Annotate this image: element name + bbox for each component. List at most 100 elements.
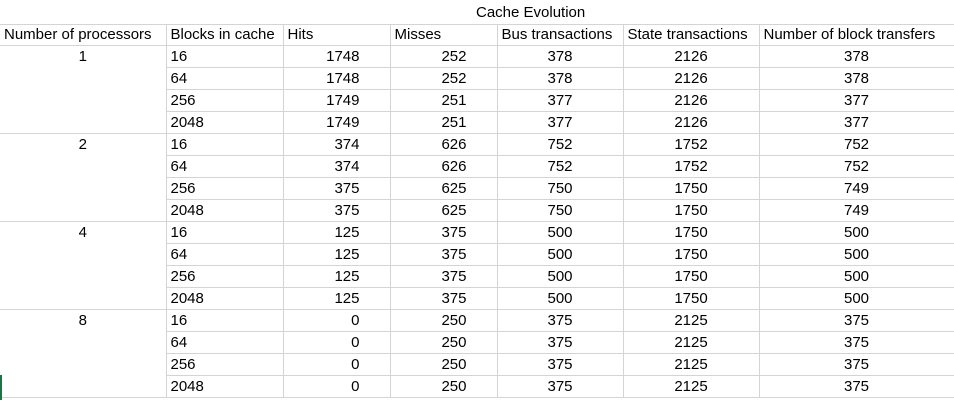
cell-bus-transactions[interactable]: 500 [497, 287, 624, 310]
cell-state-transactions[interactable]: 1750 [623, 265, 760, 288]
cell-bus-transactions[interactable]: 752 [497, 133, 624, 156]
cell-block-transfers[interactable]: 375 [759, 309, 954, 332]
cell-hits[interactable]: 374 [283, 133, 391, 156]
cell-hits[interactable]: 1749 [283, 89, 391, 112]
cell-blocks[interactable]: 64 [166, 155, 284, 178]
cell-misses[interactable]: 252 [390, 67, 498, 90]
cell-bus-transactions[interactable]: 752 [497, 155, 624, 178]
cell-state-transactions[interactable]: 1752 [623, 155, 760, 178]
cell-hits[interactable]: 0 [283, 353, 391, 376]
cell-blocks[interactable]: 256 [166, 265, 284, 288]
header-bus[interactable]: Bus transactions [497, 24, 624, 46]
cell-blocks[interactable]: 2048 [166, 111, 284, 134]
cell-block-transfers[interactable]: 378 [759, 67, 954, 90]
cell-blocks[interactable]: 256 [166, 177, 284, 200]
cell-processors[interactable]: 2 [0, 133, 167, 222]
cell-block-transfers[interactable]: 749 [759, 199, 954, 222]
cell-misses[interactable]: 251 [390, 111, 498, 134]
cell-hits[interactable]: 125 [283, 243, 391, 266]
cell-hits[interactable]: 125 [283, 265, 391, 288]
cell-state-transactions[interactable]: 1750 [623, 221, 760, 244]
cell-bus-transactions[interactable]: 377 [497, 111, 624, 134]
cell-state-transactions[interactable]: 2125 [623, 309, 760, 332]
cell-state-transactions[interactable]: 1750 [623, 199, 760, 222]
cell-misses[interactable]: 375 [390, 243, 498, 266]
cell-bus-transactions[interactable]: 375 [497, 353, 624, 376]
cell-hits[interactable]: 125 [283, 287, 391, 310]
cell-blocks[interactable]: 256 [166, 353, 284, 376]
cell-bus-transactions[interactable]: 377 [497, 89, 624, 112]
cell-bus-transactions[interactable]: 375 [497, 375, 624, 398]
cell-state-transactions[interactable]: 2126 [623, 89, 760, 112]
cell-misses[interactable]: 625 [390, 177, 498, 200]
cell-block-transfers[interactable]: 375 [759, 331, 954, 354]
cell-hits[interactable]: 1749 [283, 111, 391, 134]
cell-block-transfers[interactable]: 749 [759, 177, 954, 200]
header-processors[interactable]: Number of processors [0, 24, 167, 46]
cell-hits[interactable]: 0 [283, 375, 391, 398]
header-transfers[interactable]: Number of block transfers [759, 24, 954, 46]
cell-state-transactions[interactable]: 1750 [623, 177, 760, 200]
cell-hits[interactable]: 125 [283, 221, 391, 244]
cell-bus-transactions[interactable]: 500 [497, 243, 624, 266]
cell-misses[interactable]: 252 [390, 45, 498, 68]
cell-blocks[interactable]: 64 [166, 331, 284, 354]
cell-block-transfers[interactable]: 500 [759, 221, 954, 244]
cell-block-transfers[interactable]: 500 [759, 243, 954, 266]
cell-blocks[interactable]: 2048 [166, 287, 284, 310]
cell-state-transactions[interactable]: 2125 [623, 375, 760, 398]
cell-block-transfers[interactable]: 752 [759, 133, 954, 156]
cell-blocks[interactable]: 256 [166, 89, 284, 112]
cell-misses[interactable]: 250 [390, 375, 498, 398]
cell-hits[interactable]: 374 [283, 155, 391, 178]
cell-state-transactions[interactable]: 2126 [623, 67, 760, 90]
cell-hits[interactable]: 375 [283, 199, 391, 222]
cell-state-transactions[interactable]: 2125 [623, 331, 760, 354]
cell-bus-transactions[interactable]: 500 [497, 265, 624, 288]
cell-bus-transactions[interactable]: 378 [497, 45, 624, 68]
cell-blocks[interactable]: 64 [166, 243, 284, 266]
cell-misses[interactable]: 375 [390, 221, 498, 244]
header-misses[interactable]: Misses [390, 24, 498, 46]
cell-bus-transactions[interactable]: 750 [497, 177, 624, 200]
cell-blocks[interactable]: 2048 [166, 375, 284, 398]
cell-block-transfers[interactable]: 375 [759, 375, 954, 398]
cell-block-transfers[interactable]: 375 [759, 353, 954, 376]
cell-block-transfers[interactable]: 500 [759, 287, 954, 310]
cell-misses[interactable]: 250 [390, 309, 498, 332]
title-row[interactable]: Cache Evolution [0, 2, 954, 25]
cell-misses[interactable]: 250 [390, 353, 498, 376]
cell-block-transfers[interactable]: 378 [759, 45, 954, 68]
cell-misses[interactable]: 375 [390, 287, 498, 310]
cell-state-transactions[interactable]: 1752 [623, 133, 760, 156]
cell-state-transactions[interactable]: 2126 [623, 111, 760, 134]
cell-hits[interactable]: 1748 [283, 45, 391, 68]
cell-processors[interactable]: 4 [0, 221, 167, 310]
cell-block-transfers[interactable]: 377 [759, 111, 954, 134]
header-hits[interactable]: Hits [283, 24, 391, 46]
cell-blocks[interactable]: 64 [166, 67, 284, 90]
cell-blocks[interactable]: 16 [166, 45, 284, 68]
sheet-title[interactable]: Cache Evolution [476, 4, 586, 21]
cell-processors[interactable]: 1 [0, 45, 167, 134]
cell-block-transfers[interactable]: 500 [759, 265, 954, 288]
cell-bus-transactions[interactable]: 750 [497, 199, 624, 222]
cell-blocks[interactable]: 2048 [166, 199, 284, 222]
cell-processors[interactable]: 8 [0, 309, 167, 398]
cell-misses[interactable]: 375 [390, 265, 498, 288]
cell-misses[interactable]: 625 [390, 199, 498, 222]
cell-misses[interactable]: 251 [390, 89, 498, 112]
cell-hits[interactable]: 0 [283, 331, 391, 354]
header-state[interactable]: State transactions [623, 24, 760, 46]
cell-hits[interactable]: 375 [283, 177, 391, 200]
cell-bus-transactions[interactable]: 375 [497, 331, 624, 354]
cell-bus-transactions[interactable]: 375 [497, 309, 624, 332]
cell-hits[interactable]: 0 [283, 309, 391, 332]
cell-hits[interactable]: 1748 [283, 67, 391, 90]
cell-misses[interactable]: 626 [390, 155, 498, 178]
cell-misses[interactable]: 626 [390, 133, 498, 156]
cell-state-transactions[interactable]: 2126 [623, 45, 760, 68]
cell-bus-transactions[interactable]: 500 [497, 221, 624, 244]
cell-blocks[interactable]: 16 [166, 221, 284, 244]
cell-blocks[interactable]: 16 [166, 309, 284, 332]
